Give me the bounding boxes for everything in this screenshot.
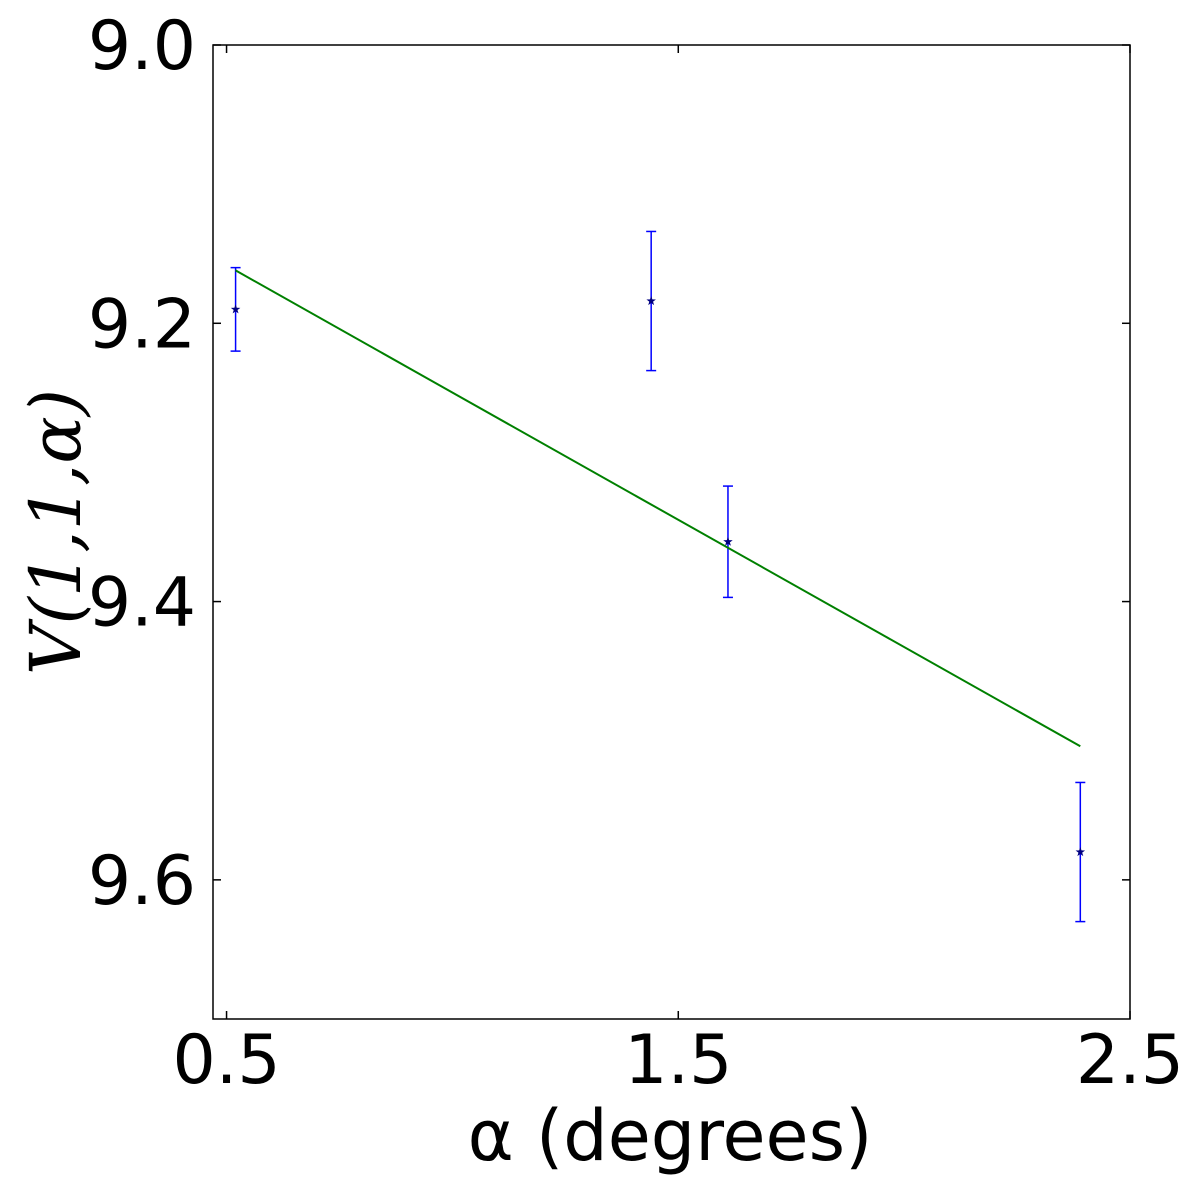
plot-frame (212, 44, 1131, 1020)
x-tick-label: 2.5 (1076, 1021, 1184, 1100)
y-axis-label: V(1,1,α) (15, 389, 97, 675)
y-tick-label: 9.0 (88, 7, 196, 86)
x-tick-label: 0.5 (172, 1021, 280, 1100)
fit-line (235, 269, 1081, 748)
y-tick-label: 9.2 (88, 285, 196, 364)
data-point (646, 296, 656, 306)
data-point (723, 536, 733, 546)
data-point (1075, 847, 1086, 857)
x-tick-label: 1.5 (624, 1021, 732, 1100)
x-axis-label: α (degrees) (468, 1095, 873, 1177)
y-tick-label: 9.4 (88, 564, 196, 643)
y-tick-label: 9.6 (88, 842, 196, 921)
data-point (230, 304, 241, 314)
